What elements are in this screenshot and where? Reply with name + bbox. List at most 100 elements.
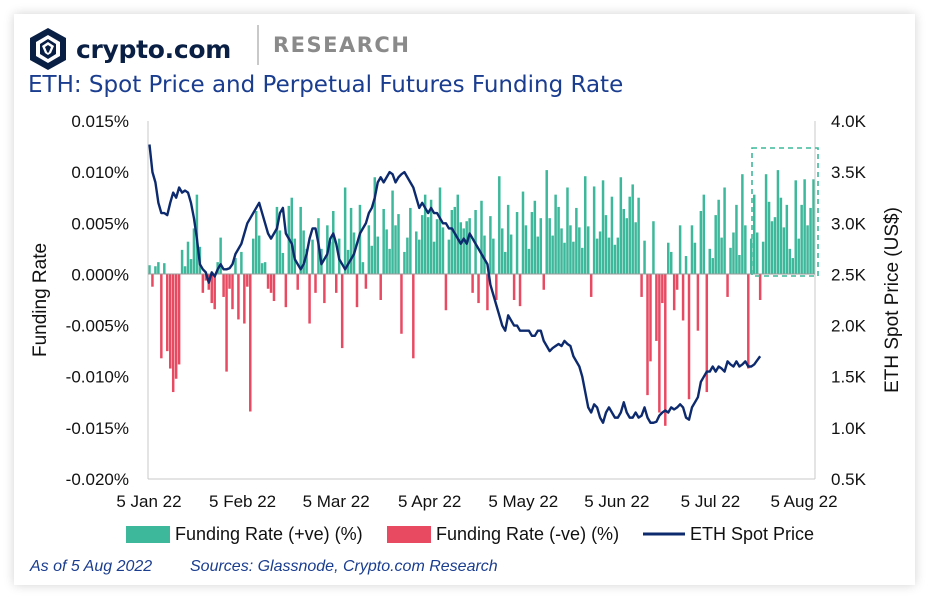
funding-bar-positive xyxy=(329,241,332,275)
funding-bar-positive xyxy=(794,180,797,275)
funding-bar-negative xyxy=(364,274,368,289)
y2-axis-label: ETH Spot Price (US$) xyxy=(882,207,903,393)
funding-bar-negative xyxy=(542,274,545,290)
x-tick-label: 5 Aug 22 xyxy=(770,492,837,511)
funding-bar-positive xyxy=(536,236,540,275)
funding-bar-positive xyxy=(254,211,258,275)
x-tick-label: 5 Jun 22 xyxy=(584,492,649,511)
funding-bar-negative xyxy=(340,274,344,349)
funding-bar-positive xyxy=(631,184,634,275)
funding-bar-positive xyxy=(465,221,468,275)
funding-bar-positive xyxy=(447,239,451,275)
funding-bar-positive xyxy=(385,229,388,275)
funding-bar-positive xyxy=(435,219,439,275)
funding-bar-positive xyxy=(586,226,590,275)
funding-bar-positive xyxy=(735,204,738,275)
funding-bar-positive xyxy=(453,206,457,275)
funding-bar-positive xyxy=(578,227,581,275)
funding-bar-positive xyxy=(388,248,391,275)
funding-bar-positive xyxy=(311,239,314,275)
funding-bar-positive xyxy=(263,262,267,275)
funding-bar-positive xyxy=(699,211,703,275)
funding-bar-positive xyxy=(426,217,430,275)
funding-bar-positive xyxy=(533,200,537,275)
funding-bar-positive xyxy=(438,187,442,275)
funding-bar-positive xyxy=(257,235,261,275)
x-tick-label: 5 Jul 22 xyxy=(681,492,741,511)
funding-bar-positive xyxy=(403,251,406,275)
funding-bar-negative xyxy=(379,274,382,300)
funding-bar-positive xyxy=(251,238,255,275)
funding-bar-positive xyxy=(752,194,756,275)
legend-swatch-negative xyxy=(387,526,431,543)
funding-bar-positive xyxy=(450,209,454,275)
y-tick-label: -0.015% xyxy=(66,419,129,438)
funding-bar-negative xyxy=(589,274,593,297)
funding-bar-positive xyxy=(302,230,305,275)
y2-tick-label: 1.5K xyxy=(831,368,867,387)
funding-bar-negative xyxy=(646,274,649,396)
y-tick-label: 0.015% xyxy=(71,112,129,131)
funding-bar-positive xyxy=(572,241,575,275)
funding-bar-positive xyxy=(782,227,786,275)
funding-bar-positive xyxy=(367,225,371,275)
funding-bar-positive xyxy=(581,247,584,275)
funding-bar-positive xyxy=(462,228,465,275)
funding-bar-negative xyxy=(471,274,474,293)
funding-bar-positive xyxy=(729,247,732,275)
funding-bar-positive xyxy=(305,248,308,275)
funding-bar-negative xyxy=(355,274,359,308)
x-tick-label: 5 May 22 xyxy=(488,492,558,511)
funding-bar-negative xyxy=(477,274,480,304)
funding-bar-positive xyxy=(776,170,780,275)
funding-bar-positive xyxy=(634,222,637,275)
funding-bar-positive xyxy=(770,221,774,275)
funding-bar-positive xyxy=(744,225,747,275)
funding-bar-positive xyxy=(566,187,569,275)
y2-tick-label: 0.5K xyxy=(831,470,867,489)
funding-bar-positive xyxy=(625,218,628,275)
funding-bar-positive xyxy=(489,216,492,275)
funding-bar-negative xyxy=(518,274,522,307)
funding-bar-positive xyxy=(521,191,525,275)
funding-bar-positive xyxy=(616,237,620,275)
funding-bar-positive xyxy=(234,258,237,275)
funding-bar-negative xyxy=(649,274,652,362)
research-label: RESEARCH xyxy=(273,33,411,57)
funding-bar-positive xyxy=(693,242,697,275)
funding-bar-negative xyxy=(231,274,234,310)
funding-bar-positive xyxy=(557,206,560,275)
funding-bar-positive xyxy=(332,211,335,275)
funding-bar-positive xyxy=(382,208,385,275)
funding-bar-negative xyxy=(222,274,225,297)
funding-bar-positive xyxy=(779,197,783,275)
funding-bar-positive xyxy=(370,245,374,275)
funding-bar-positive xyxy=(773,217,777,275)
legend-label-price: ETH Spot Price xyxy=(690,524,814,544)
funding-bar-negative xyxy=(166,274,169,352)
y-tick-label: 0.005% xyxy=(71,214,129,233)
funding-bar-positive xyxy=(711,258,714,275)
funding-bar-positive xyxy=(761,241,765,275)
funding-bar-positive xyxy=(575,207,578,275)
funding-bar-positive xyxy=(684,256,688,275)
y2-axis-ticks: 4.0K 3.5K 3.0K 2.5K 2.0K 1.5K 1.0K 0.5K xyxy=(831,112,867,489)
funding-bar-positive xyxy=(717,199,720,275)
funding-bar-positive xyxy=(628,196,631,275)
funding-bar-positive xyxy=(613,244,617,275)
y-tick-label: -0.010% xyxy=(66,368,129,387)
funding-bar-negative xyxy=(314,274,317,293)
funding-bar-negative xyxy=(246,274,249,287)
funding-bar-negative xyxy=(151,274,154,287)
funding-bar-negative xyxy=(308,274,311,324)
funding-bar-negative xyxy=(675,274,679,290)
y-axis-ticks: 0.015% 0.010% 0.005% 0.000% -0.005% -0.010% -0… xyxy=(66,112,129,489)
funding-bar-positive xyxy=(299,206,302,275)
x-tick-label: 5 Jan 22 xyxy=(116,492,181,511)
funding-bar-positive xyxy=(669,251,673,275)
funding-bar-negative xyxy=(213,274,216,310)
funding-bar-positive xyxy=(157,262,160,275)
funding-bar-positive xyxy=(148,265,151,275)
funding-bar-positive xyxy=(551,235,554,275)
funding-bar-positive xyxy=(527,248,531,275)
